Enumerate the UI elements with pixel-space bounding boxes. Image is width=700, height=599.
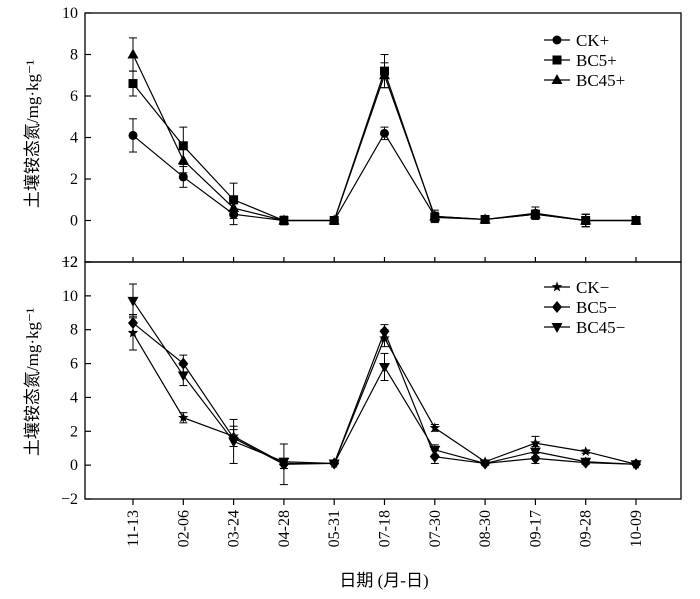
data-point	[127, 296, 139, 307]
data-point	[278, 457, 290, 468]
legend-label: CK+	[576, 31, 609, 50]
legend-label: BC5−	[576, 298, 617, 317]
data-point	[429, 445, 441, 456]
data-point	[127, 48, 139, 59]
data-point	[429, 210, 441, 221]
bottom-panel-series	[127, 283, 642, 486]
top-panel-y-axis-label: 土壤铵态氮/mg·kg⁻¹	[22, 60, 42, 208]
legend-marker	[552, 55, 562, 65]
series-BC45−	[127, 283, 642, 471]
x-tick-label: 07-30	[427, 510, 444, 547]
y-tick-label: 10	[62, 5, 78, 22]
data-point	[278, 214, 290, 225]
legend-marker	[552, 301, 562, 313]
y-tick-label: 2	[70, 171, 78, 188]
data-point	[580, 457, 592, 468]
data-point	[127, 327, 139, 338]
series-CK+	[128, 118, 641, 228]
top-panel-y-ticks: −2 0 2 4 6 8 10	[61, 5, 91, 271]
data-point	[177, 371, 189, 382]
top-panel-series	[127, 37, 642, 228]
x-axis: 11-13 02-06 03-24 04-28 05-31 07-18 07-30 08-30…	[125, 257, 645, 547]
y-tick-label: 10	[62, 288, 78, 305]
legend-marker	[552, 35, 562, 45]
legend-label: CK−	[576, 278, 609, 297]
y-tick-label: −2	[61, 491, 78, 508]
legend-label: BC45−	[576, 318, 625, 337]
data-point	[630, 214, 642, 225]
data-point	[178, 357, 189, 370]
data-point	[178, 412, 189, 423]
y-tick-label: 0	[70, 457, 78, 474]
legend-marker	[551, 323, 563, 333]
y-tick-label: 12	[62, 254, 78, 271]
data-point	[529, 447, 541, 458]
x-tick-label: 02-06	[175, 510, 192, 547]
legend-label: BC5+	[576, 51, 617, 70]
y-tick-label: 8	[70, 47, 78, 64]
data-point	[429, 422, 441, 433]
x-tick-label: 04-28	[276, 510, 293, 547]
x-tick-label: 05-31	[326, 510, 343, 547]
bottom-panel-legend: CK−BC5−BC45−	[544, 278, 625, 337]
data-point	[178, 141, 188, 151]
x-axis-title: 日期 (月-日)	[339, 571, 428, 590]
data-point	[128, 130, 138, 140]
data-point	[178, 172, 188, 182]
y-tick-label: 2	[70, 423, 78, 440]
legend-label: BC45+	[576, 71, 625, 90]
data-point	[479, 459, 491, 470]
data-point	[379, 69, 390, 80]
x-tick-label: 11-13	[125, 510, 142, 547]
data-point	[128, 316, 138, 329]
y-tick-label: 8	[70, 322, 78, 339]
data-point	[529, 208, 541, 219]
data-point	[630, 460, 642, 471]
bottom-panel-y-axis-label: 土壤铵态氮/mg·kg⁻¹	[22, 308, 42, 456]
bottom-panel-frame	[84, 261, 682, 500]
series-CK−	[127, 315, 642, 470]
y-tick-label: 6	[70, 88, 78, 105]
y-tick-label: 4	[70, 389, 78, 406]
data-point	[228, 437, 240, 448]
data-point	[328, 214, 340, 225]
bottom-panel-y-ticks: −2 0 2 4 6 8 10 12	[61, 254, 91, 508]
y-tick-label: 0	[70, 213, 78, 230]
y-tick-label: 4	[70, 130, 78, 147]
series-line	[132, 69, 636, 222]
top-panel-legend: CK+BC5+BC45+	[544, 31, 625, 90]
y-tick-label: 6	[70, 356, 78, 373]
data-point	[580, 446, 591, 457]
data-point	[379, 362, 390, 373]
x-tick-label: 09-17	[527, 510, 544, 547]
data-point	[177, 154, 189, 165]
data-point	[530, 452, 541, 465]
data-point	[530, 437, 541, 448]
data-point	[379, 325, 390, 338]
legend-marker	[551, 74, 563, 84]
data-point	[479, 213, 491, 224]
series-line	[132, 132, 636, 222]
bottom-panel: −2 0 2 4 6 8 10 12 土壤铵态氮/mg·kg⁻¹ CK−BC5−BC45−	[22, 254, 682, 508]
x-tick-label: 10-09	[628, 510, 645, 547]
data-point	[228, 202, 240, 213]
series-BC45+	[127, 37, 642, 228]
x-tick-label: 08-30	[477, 510, 494, 547]
data-point	[580, 214, 592, 225]
data-point	[328, 459, 340, 470]
x-tick-label: 07-18	[377, 510, 394, 547]
data-point	[128, 79, 138, 89]
top-panel: −2 0 2 4 6 8 10 土壤铵态氮/mg·kg⁻¹ CK+BC5+BC45+	[22, 5, 682, 271]
series-line	[132, 332, 637, 465]
data-point	[429, 450, 440, 463]
y-tick-label: −2	[61, 254, 78, 271]
x-tick-label: 09-28	[578, 510, 595, 547]
data-point	[380, 128, 389, 138]
legend-marker	[551, 281, 563, 292]
x-tick-label: 03-24	[226, 510, 243, 547]
